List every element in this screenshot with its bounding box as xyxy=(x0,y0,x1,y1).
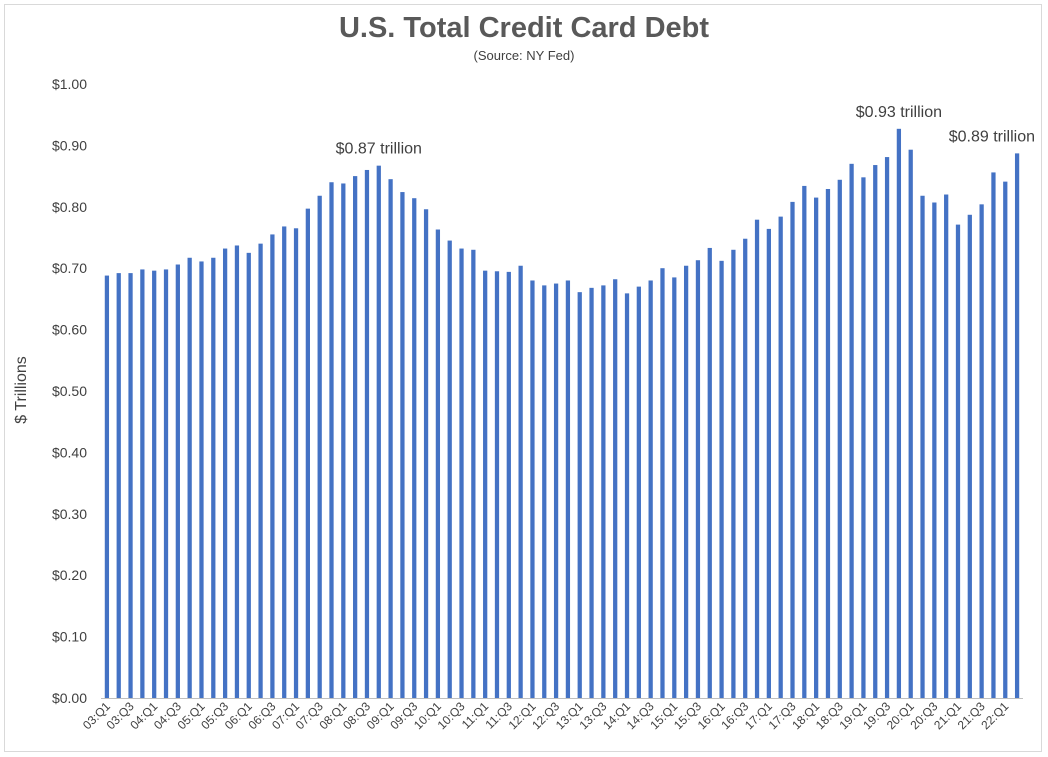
bar xyxy=(483,270,488,698)
bar xyxy=(506,271,511,698)
bar xyxy=(518,265,523,698)
bar xyxy=(471,249,476,698)
bar xyxy=(695,260,701,698)
bar xyxy=(648,280,653,698)
chart-subtitle: (Source: NY Fed) xyxy=(473,48,575,63)
bar xyxy=(175,264,180,698)
y-tick-label: $0.40 xyxy=(52,444,87,460)
bar xyxy=(601,285,606,698)
bar xyxy=(376,165,381,698)
bar xyxy=(613,279,618,698)
bar xyxy=(577,292,582,698)
x-tick-label: 22:Q1 xyxy=(978,699,1011,732)
bar xyxy=(790,201,795,698)
bar xyxy=(530,280,535,698)
bar xyxy=(388,179,393,699)
bar xyxy=(1003,181,1008,698)
bar xyxy=(814,197,819,698)
bar xyxy=(222,248,228,699)
bar xyxy=(636,286,641,698)
bar xyxy=(553,283,559,698)
bar xyxy=(731,249,736,698)
y-tick-label: $0.10 xyxy=(52,629,87,645)
bar xyxy=(305,208,310,698)
bar xyxy=(246,252,251,698)
bar xyxy=(412,198,417,698)
bar xyxy=(683,265,689,698)
bar xyxy=(955,224,961,699)
bar xyxy=(861,177,866,698)
bar xyxy=(1014,153,1020,698)
bar xyxy=(317,195,322,698)
y-tick-label: $0.30 xyxy=(52,506,87,522)
bar xyxy=(329,182,334,699)
bar xyxy=(672,277,677,698)
bar xyxy=(435,229,441,698)
x-tick-label: 10:Q3 xyxy=(435,699,468,732)
y-tick-label: $0.70 xyxy=(52,260,87,276)
bar xyxy=(341,183,346,699)
bar xyxy=(542,285,547,698)
bar xyxy=(187,257,192,698)
bar xyxy=(270,234,275,698)
bar xyxy=(589,287,594,698)
bar xyxy=(743,238,748,699)
bar xyxy=(884,157,890,698)
bar xyxy=(979,204,984,698)
bar xyxy=(719,260,724,698)
bar xyxy=(944,194,949,698)
bar xyxy=(660,268,665,698)
y-tick-label: $1.00 xyxy=(52,76,87,92)
bar xyxy=(353,176,358,699)
y-tick-label: $0.60 xyxy=(52,322,87,338)
bar xyxy=(447,240,452,698)
data-annotation: $0.93 trillion xyxy=(856,104,942,121)
bar xyxy=(423,209,429,698)
bar xyxy=(459,248,464,699)
bar xyxy=(967,214,972,698)
bar xyxy=(802,185,807,699)
bar xyxy=(163,269,169,698)
bar xyxy=(104,275,110,698)
bar xyxy=(364,169,370,698)
bar xyxy=(932,202,937,698)
bar xyxy=(896,128,902,698)
bar xyxy=(837,179,842,698)
data-annotation: $0.89 trillion xyxy=(949,128,1035,145)
y-tick-label: $0.80 xyxy=(52,199,87,215)
bar xyxy=(873,165,878,699)
bar xyxy=(400,192,405,698)
bar xyxy=(920,195,925,698)
bar xyxy=(282,226,287,698)
bar xyxy=(199,261,204,698)
bar xyxy=(707,247,712,698)
chart-title: U.S. Total Credit Card Debt xyxy=(338,12,710,44)
bar xyxy=(116,273,121,698)
bar xyxy=(152,270,157,698)
bar xyxy=(128,273,133,698)
bar xyxy=(849,163,854,698)
bar xyxy=(234,245,240,699)
data-annotation: $0.87 trillion xyxy=(336,141,422,158)
bar xyxy=(211,257,216,698)
y-tick-label: $0.90 xyxy=(52,137,87,153)
bar xyxy=(991,172,996,699)
bar xyxy=(766,228,771,698)
bar xyxy=(825,188,831,699)
bar xyxy=(624,293,630,698)
bar xyxy=(293,228,299,699)
y-tick-label: $0.20 xyxy=(52,567,87,583)
bar xyxy=(778,216,783,698)
bar xyxy=(140,269,145,698)
bar xyxy=(494,271,500,698)
bar xyxy=(258,243,263,698)
bar xyxy=(908,149,913,698)
y-tick-label: $0.50 xyxy=(52,383,87,399)
bar xyxy=(754,219,760,698)
bar xyxy=(565,280,571,698)
y-tick-label: $0.00 xyxy=(52,690,87,706)
